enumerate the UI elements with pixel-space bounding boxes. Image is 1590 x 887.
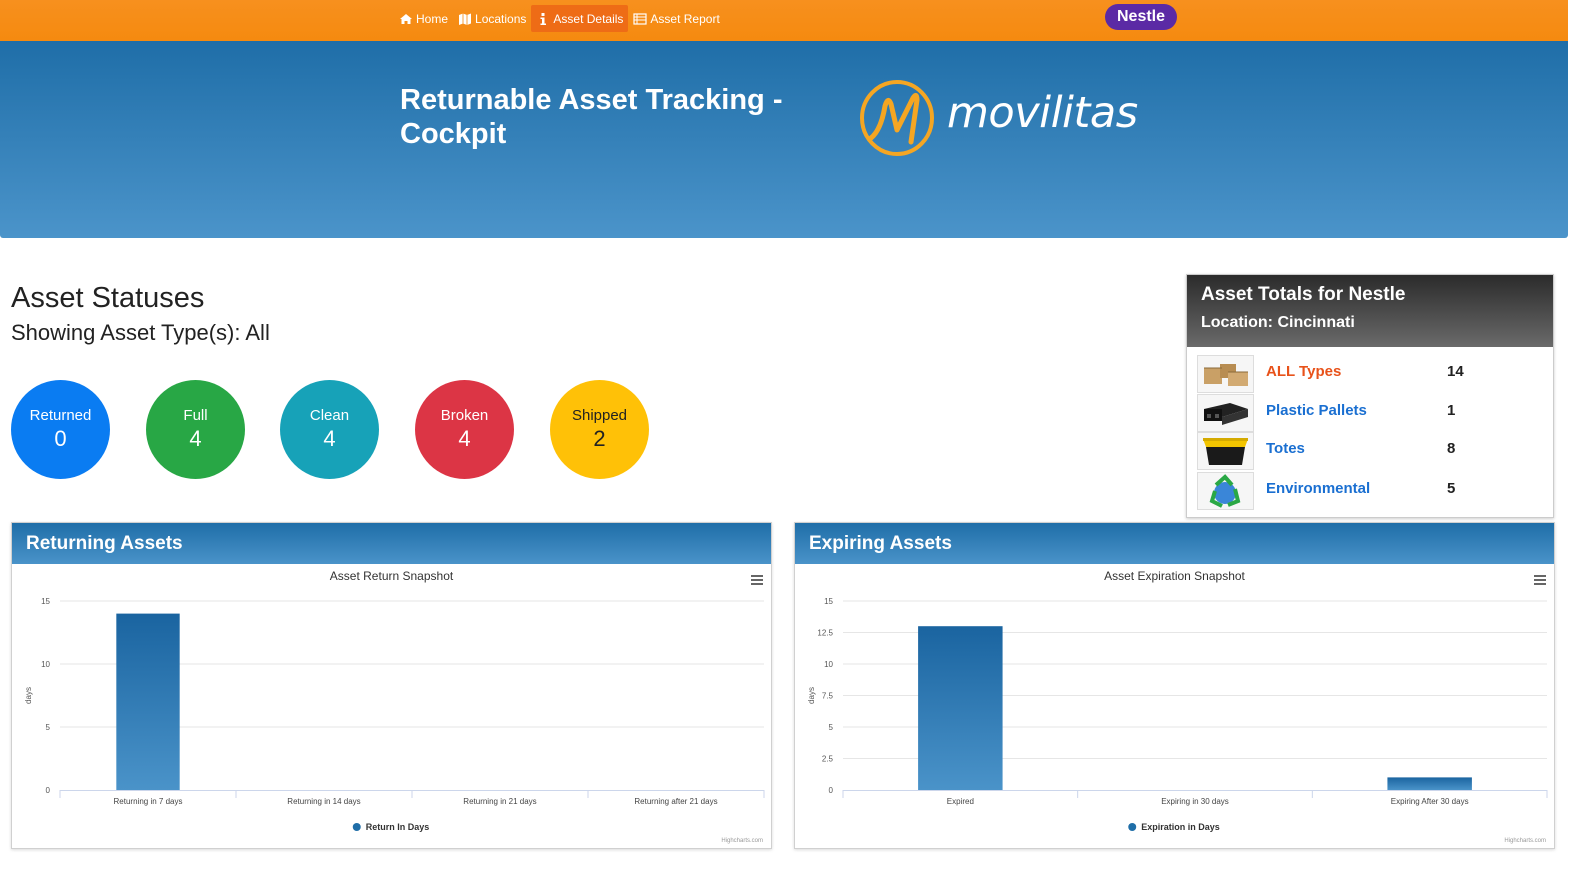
y-tick-label: 10: [41, 660, 50, 669]
x-tick-label: Returning in 7 days: [114, 797, 183, 806]
status-value: 2: [593, 426, 606, 451]
asset-type-link-totes[interactable]: Totes: [1266, 440, 1305, 457]
asset-statuses-heading: Asset Statuses: [11, 282, 205, 314]
y-axis-label: days: [24, 687, 33, 704]
status-label: Broken: [440, 407, 489, 424]
chart-legend[interactable]: Expiration in Days: [1128, 822, 1220, 832]
expiring-assets-title: Expiring Assets: [795, 523, 1554, 564]
status-circle-returned[interactable]: Returned 0: [11, 380, 110, 479]
y-tick-label: 0: [829, 786, 834, 795]
asset-type-count: 14: [1447, 363, 1464, 380]
expiring-assets-card: Expiring Assets Asset Expiration Snapsho…: [794, 522, 1555, 849]
nav-locations[interactable]: Locations: [453, 5, 531, 32]
nav-asset-report-label: Asset Report: [650, 11, 720, 26]
asset-type-link-environmental[interactable]: Environmental: [1266, 480, 1371, 497]
tote-icon: [1197, 432, 1254, 470]
boxes-icon: [1197, 355, 1254, 393]
chart-credit[interactable]: Highcharts.com: [721, 838, 763, 844]
x-tick-label: Returning in 14 days: [287, 797, 360, 806]
movilitas-logo: movilitas: [857, 78, 1138, 158]
expiration-snapshot-chart: Asset Expiration Snapshot 0 2.5 5 7.5 10 12.5 1…: [807, 569, 1548, 832]
status-label: Returned: [29, 407, 92, 424]
y-tick-label: 15: [41, 597, 50, 606]
status-value: 4: [458, 426, 471, 451]
chart-legend[interactable]: Return In Days: [352, 822, 430, 832]
logo-m-icon: [860, 80, 934, 156]
returning-assets-title: Returning Assets: [12, 523, 771, 564]
chart-menu-icon[interactable]: [750, 574, 764, 586]
status-circle-shipped[interactable]: Shipped 2: [550, 380, 649, 479]
y-tick-label: 10: [824, 660, 833, 669]
chart-title: Asset Expiration Snapshot: [1104, 569, 1245, 583]
nav-home-label: Home: [416, 11, 449, 26]
asset-type-row: Totes 8: [1197, 432, 1547, 472]
recycle-icon: [1197, 472, 1254, 510]
status-value: 0: [54, 426, 67, 451]
y-axis-label: days: [807, 687, 816, 704]
pallet-icon: [1197, 394, 1254, 432]
chart-menu-icon[interactable]: [1533, 574, 1547, 586]
asset-totals-header: Asset Totals for Nestle Location: Cincin…: [1187, 275, 1553, 347]
asset-type-count: 8: [1447, 440, 1456, 457]
bar[interactable]: [1387, 777, 1472, 790]
asset-type-link-all[interactable]: ALL Types: [1266, 363, 1342, 380]
y-tick-label: 12.5: [817, 629, 833, 638]
customer-badge[interactable]: Nestle: [1105, 4, 1177, 30]
legend-marker: [352, 823, 361, 831]
asset-type-count: 1: [1447, 402, 1456, 419]
bar[interactable]: [116, 613, 180, 790]
asset-type-row: Plastic Pallets 1: [1197, 394, 1547, 434]
info-icon: [540, 12, 547, 25]
status-value: 4: [189, 426, 202, 451]
status-label: Clean: [309, 407, 350, 424]
bar[interactable]: [918, 626, 1003, 790]
nav-home[interactable]: Home: [394, 5, 453, 32]
location-label: Location: Cincinnati: [1201, 314, 1355, 331]
nav-asset-report[interactable]: Asset Report: [628, 5, 724, 32]
x-tick-label: Expiring After 30 days: [1391, 797, 1469, 806]
asset-type-row: Environmental 5: [1197, 472, 1547, 512]
hero-banner: Returnable Asset Tracking - Cockpit movi…: [0, 41, 1568, 238]
status-circle-full[interactable]: Full 4: [146, 380, 245, 479]
asset-type-link-plastic-pallets[interactable]: Plastic Pallets: [1266, 402, 1367, 419]
x-tick-label: Expiring in 30 days: [1161, 797, 1229, 806]
status-circle-broken[interactable]: Broken 4: [415, 380, 514, 479]
y-tick-label: 2.5: [822, 755, 834, 764]
y-tick-label: 5: [46, 723, 51, 732]
status-label: Full: [183, 407, 208, 424]
legend-label: Expiration in Days: [1141, 822, 1220, 832]
asset-type-row: ALL Types 14: [1197, 355, 1547, 395]
y-tick-label: 5: [829, 723, 834, 732]
asset-type-filter-label: Showing Asset Type(s): All: [11, 320, 270, 345]
nav-asset-details-label: Asset Details: [553, 11, 624, 26]
y-tick-label: 0: [46, 786, 51, 795]
status-value: 4: [323, 426, 336, 451]
chart-credit[interactable]: Highcharts.com: [1504, 838, 1546, 844]
legend-marker: [1128, 823, 1137, 831]
x-tick-label: Expired: [947, 797, 974, 806]
y-tick-label: 7.5: [822, 692, 834, 701]
x-tick-label: Returning after 21 days: [634, 797, 717, 806]
chart-title: Asset Return Snapshot: [330, 569, 454, 583]
status-circle-clean[interactable]: Clean 4: [280, 380, 379, 479]
x-tick-label: Returning in 21 days: [463, 797, 536, 806]
nav-locations-label: Locations: [475, 11, 527, 26]
nav-links: Home Locations Asset Details Asset Repor…: [394, 5, 725, 32]
top-navbar: Home Locations Asset Details Asset Repor…: [0, 0, 1568, 41]
y-tick-label: 15: [824, 597, 833, 606]
list-icon: [633, 12, 648, 25]
returning-assets-card: Returning Assets Asset Return Snapshot 0 5…: [11, 522, 772, 849]
asset-totals-title: Asset Totals for Nestle: [1201, 284, 1406, 305]
status-label: Shipped: [571, 407, 628, 424]
logo-wordmark: movilitas: [947, 88, 1138, 138]
home-icon: [400, 13, 412, 24]
legend-label: Return In Days: [366, 822, 430, 832]
nav-asset-details[interactable]: Asset Details: [531, 5, 629, 32]
map-icon: [459, 13, 472, 25]
asset-type-count: 5: [1447, 480, 1456, 497]
return-snapshot-chart: Asset Return Snapshot 0 5 10 15 days Returning…: [24, 569, 765, 832]
asset-totals-panel: Asset Totals for Nestle Location: Cincin…: [1186, 274, 1554, 518]
page-title: Returnable Asset Tracking - Cockpit: [400, 84, 783, 150]
